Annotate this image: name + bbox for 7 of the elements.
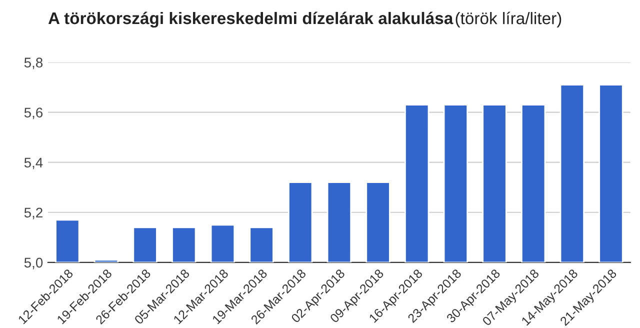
y-tick-label: 5,4 xyxy=(24,158,43,170)
y-tick-label: 5,6 xyxy=(24,108,43,120)
chart-title: A törökországi kiskereskedelmi dízelárak alakulása xyxy=(48,12,454,28)
chart-subtitle: (török líra/liter) xyxy=(456,12,562,28)
y-tick-label: 5,8 xyxy=(24,58,43,70)
y-tick-label: 5,2 xyxy=(24,208,42,220)
y-tick-label: 5,0 xyxy=(24,258,43,270)
